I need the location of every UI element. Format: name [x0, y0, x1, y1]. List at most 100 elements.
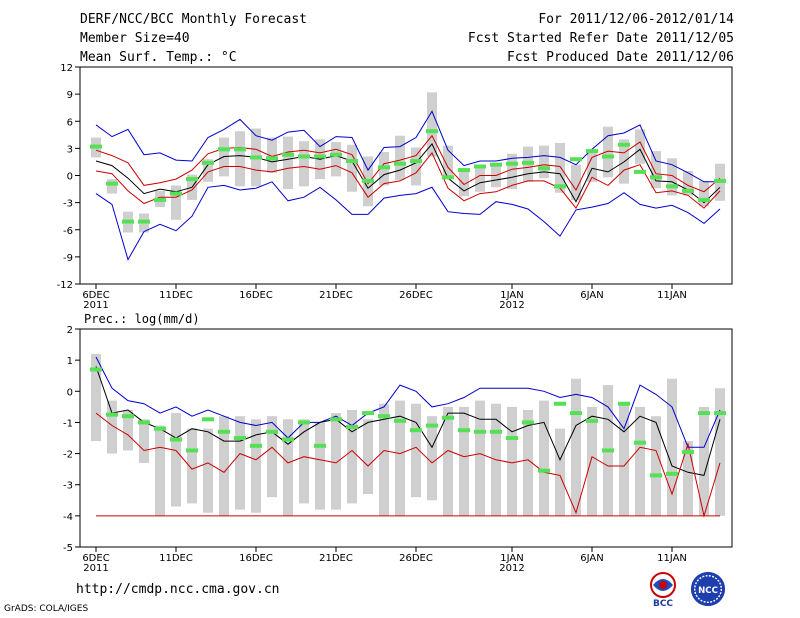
range-bar [283, 136, 293, 190]
footer-url[interactable]: http://cmdp.ncc.cma.gov.cn [76, 582, 280, 597]
series-line-ensemble-mean [95, 366, 721, 476]
median-marker [346, 159, 358, 164]
y-tick-label: -4 [63, 512, 73, 523]
median-marker [346, 425, 358, 430]
y-tick-label: -3 [63, 199, 73, 210]
range-bar [363, 419, 373, 495]
range-bar [699, 406, 709, 516]
median-marker [618, 401, 630, 406]
median-marker [314, 443, 326, 448]
median-marker [298, 154, 310, 159]
x-tick-label: 16DEC [239, 290, 273, 301]
series-line-ensemble-max [95, 110, 720, 183]
variable-label: Mean Surf. Temp.: °C [80, 50, 237, 65]
range-bar [347, 409, 357, 504]
median-marker [378, 165, 390, 170]
y-tick-label: -1 [63, 418, 73, 429]
median-marker [186, 177, 198, 182]
range-bar [267, 416, 277, 498]
median-marker [330, 152, 342, 157]
median-marker [458, 168, 470, 173]
y-tick-label: -2 [63, 450, 73, 461]
median-marker [394, 418, 406, 423]
median-marker [650, 473, 662, 478]
fcst-started-date: Fcst Started Refer Date 2011/12/05 [467, 31, 734, 46]
range-bar [635, 129, 645, 164]
range-bar [667, 158, 677, 196]
x-year-label: 2011 [83, 300, 108, 311]
series-line-ensemble-max [95, 356, 721, 448]
median-marker [586, 418, 598, 423]
range-bar [187, 428, 197, 504]
median-marker [666, 471, 678, 476]
range-bar [475, 400, 485, 516]
series-line-ensemble-mean [95, 142, 721, 204]
median-marker [170, 191, 182, 196]
x-tick-label: 11JAN [657, 290, 687, 301]
range-bar [283, 419, 293, 516]
range-bar [507, 153, 517, 190]
range-bar [507, 406, 517, 516]
median-marker [170, 437, 182, 442]
x-year-label: 2011 [83, 563, 108, 574]
median-marker [410, 428, 422, 433]
x-tick-label: 6DEC [82, 290, 109, 301]
range-bar [315, 422, 325, 510]
x-tick-label: 21DEC [319, 290, 353, 301]
y-tick-label: -9 [63, 253, 73, 264]
x-tick-label: 21DEC [319, 553, 353, 564]
range-bar [443, 145, 453, 180]
range-bar [459, 169, 469, 197]
x-year-label: 2012 [499, 563, 524, 574]
y-tick-label: 1 [67, 356, 73, 367]
range-bar [331, 413, 341, 510]
median-marker [490, 162, 502, 167]
range-bar [587, 406, 597, 516]
median-marker [586, 149, 598, 154]
median-marker [138, 420, 150, 425]
median-marker [250, 155, 262, 160]
range-bar [427, 92, 437, 157]
x-tick-label: 16DEC [239, 553, 273, 564]
range-bar [395, 400, 405, 516]
median-marker [218, 147, 230, 152]
y-tick-label: 0 [67, 172, 73, 183]
range-bar [651, 151, 661, 189]
range-bar [555, 142, 565, 193]
median-marker [106, 412, 118, 417]
median-marker [570, 411, 582, 416]
y-tick-label: -5 [63, 543, 73, 554]
range-bar [427, 416, 437, 501]
median-marker [634, 169, 646, 174]
median-marker [426, 423, 438, 428]
median-marker [474, 429, 486, 434]
median-marker [218, 429, 230, 434]
median-marker [138, 219, 150, 224]
range-bar [299, 141, 309, 187]
y-tick-label: 0 [67, 387, 73, 398]
range-bar [539, 145, 549, 179]
range-bar [91, 353, 101, 442]
range-bar [107, 400, 117, 454]
median-marker [538, 166, 550, 171]
median-marker [202, 417, 214, 422]
x-tick-label: 26DEC [399, 553, 433, 564]
median-marker [154, 197, 166, 202]
range-bar [203, 428, 213, 513]
median-marker [666, 184, 678, 189]
range-bar [139, 419, 149, 463]
forecast-period: For 2011/12/06-2012/01/14 [538, 12, 734, 27]
median-marker [714, 178, 726, 183]
series-line-ensemble-low [95, 412, 721, 518]
median-marker [330, 417, 342, 422]
y-tick-label: 12 [60, 63, 73, 74]
median-marker [90, 144, 102, 149]
ncc-logo-ring [693, 574, 723, 604]
median-marker [426, 129, 438, 134]
median-marker [282, 437, 294, 442]
median-marker [442, 175, 454, 180]
median-marker [266, 156, 278, 161]
range-bar [571, 164, 581, 200]
x-year-label: 2012 [499, 300, 524, 311]
